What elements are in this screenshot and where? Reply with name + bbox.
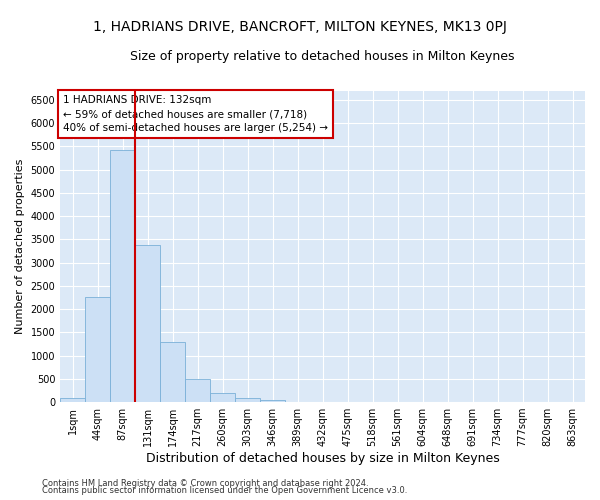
X-axis label: Distribution of detached houses by size in Milton Keynes: Distribution of detached houses by size … <box>146 452 499 465</box>
Bar <box>260 400 285 402</box>
Bar <box>210 393 235 402</box>
Title: Size of property relative to detached houses in Milton Keynes: Size of property relative to detached ho… <box>130 50 515 63</box>
Bar <box>135 245 160 402</box>
Bar <box>60 398 85 402</box>
Text: Contains HM Land Registry data © Crown copyright and database right 2024.: Contains HM Land Registry data © Crown c… <box>42 478 368 488</box>
Bar <box>185 380 210 402</box>
Text: 1, HADRIANS DRIVE, BANCROFT, MILTON KEYNES, MK13 0PJ: 1, HADRIANS DRIVE, BANCROFT, MILTON KEYN… <box>93 20 507 34</box>
Bar <box>85 298 110 402</box>
Bar <box>160 342 185 402</box>
Text: Contains public sector information licensed under the Open Government Licence v3: Contains public sector information licen… <box>42 486 407 495</box>
Bar <box>235 398 260 402</box>
Y-axis label: Number of detached properties: Number of detached properties <box>15 158 25 334</box>
Bar <box>110 150 135 402</box>
Text: 1 HADRIANS DRIVE: 132sqm
← 59% of detached houses are smaller (7,718)
40% of sem: 1 HADRIANS DRIVE: 132sqm ← 59% of detach… <box>63 95 328 133</box>
